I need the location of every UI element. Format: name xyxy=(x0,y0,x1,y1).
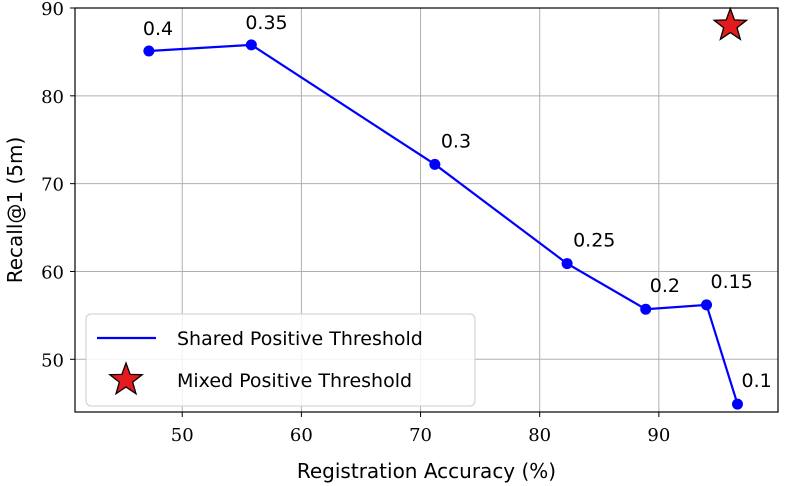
data-label: 0.35 xyxy=(245,12,287,34)
data-point xyxy=(640,303,652,315)
data-label: 0.4 xyxy=(143,18,173,40)
data-label: 0.2 xyxy=(650,275,680,297)
legend-label: Mixed Positive Threshold xyxy=(177,370,412,392)
legend: Shared Positive Threshold Mixed Positive … xyxy=(85,313,476,407)
plot-frame xyxy=(74,7,779,413)
star-point xyxy=(712,6,749,41)
legend-box xyxy=(85,313,476,407)
legend-star-swatch xyxy=(108,361,144,396)
x-axis-title: Registration Accuracy (%) xyxy=(297,459,556,483)
y-tick-label: 90 xyxy=(41,0,64,20)
y-tick-label: 70 xyxy=(41,175,64,196)
x-tick-label: 90 xyxy=(647,425,670,446)
data-point xyxy=(245,39,257,51)
data-label: 0.3 xyxy=(441,130,471,152)
data-label: 0.15 xyxy=(711,271,753,293)
point-labels: 0.4 0.35 0.3 0.25 0.2 0.15 0.1 xyxy=(143,12,772,392)
x-tick-label: 70 xyxy=(409,425,432,446)
y-tick-label: 80 xyxy=(41,87,64,108)
y-tick-label: 60 xyxy=(41,262,64,283)
series-layer xyxy=(143,6,749,410)
x-tick-label: 60 xyxy=(290,425,313,446)
x-tick-label: 80 xyxy=(528,425,551,446)
data-label: 0.25 xyxy=(573,230,615,252)
data-point xyxy=(429,158,441,170)
data-label: 0.1 xyxy=(741,370,771,392)
legend-label: Shared Positive Threshold xyxy=(177,328,423,350)
y-tick-label: 50 xyxy=(41,350,64,371)
data-point xyxy=(731,398,743,410)
x-tick-label: 50 xyxy=(171,425,194,446)
y-axis-title: Recall@1 (5m) xyxy=(3,137,27,284)
axis-ticks: 50 60 70 80 90 50 60 70 80 90 xyxy=(41,0,670,446)
data-point xyxy=(561,258,573,270)
data-point xyxy=(143,45,155,57)
data-point xyxy=(701,299,713,311)
